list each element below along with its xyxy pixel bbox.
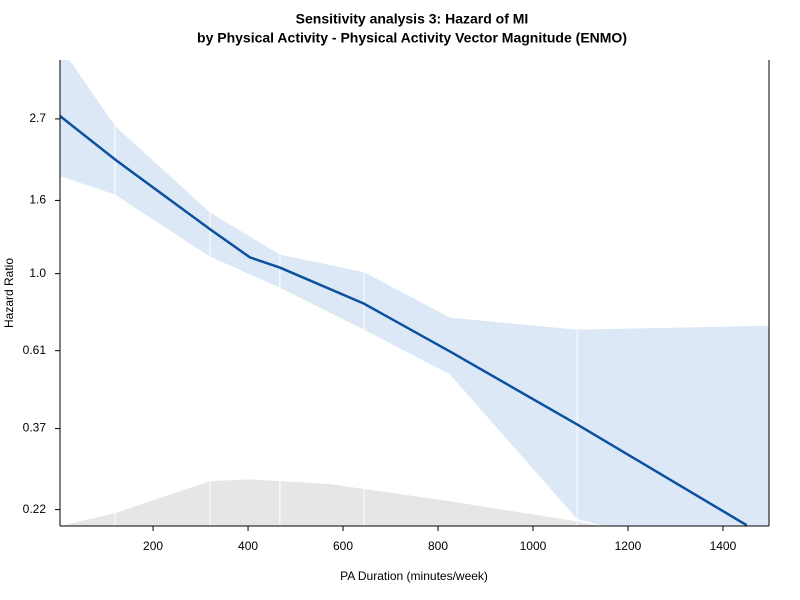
x-tick-label: 200 — [143, 539, 163, 553]
chart-title: Sensitivity analysis 3: Hazard of MI — [296, 11, 529, 27]
hazard-line — [60, 115, 748, 526]
x-tick-label: 800 — [428, 539, 448, 553]
x-axis-label: PA Duration (minutes/week) — [340, 569, 488, 583]
y-tick-label: 0.37 — [23, 421, 47, 435]
y-tick-label: 1.6 — [29, 193, 46, 207]
y-axis-label: Hazard Ratio — [2, 258, 16, 328]
y-tick-label: 0.61 — [23, 343, 47, 357]
x-tick-label: 1000 — [520, 539, 547, 553]
y-tick-label: 1.0 — [29, 266, 46, 280]
confidence-band — [60, 60, 769, 526]
density-area — [60, 479, 600, 526]
x-tick-label: 1400 — [710, 539, 737, 553]
x-tick-label: 600 — [333, 539, 353, 553]
x-tick-label: 1200 — [615, 539, 642, 553]
chart-subtitle: by Physical Activity - Physical Activity… — [197, 30, 627, 46]
y-tick-label: 2.7 — [29, 111, 46, 125]
y-tick-label: 0.22 — [23, 502, 47, 516]
plot-area — [60, 60, 769, 526]
x-tick-label: 400 — [238, 539, 258, 553]
